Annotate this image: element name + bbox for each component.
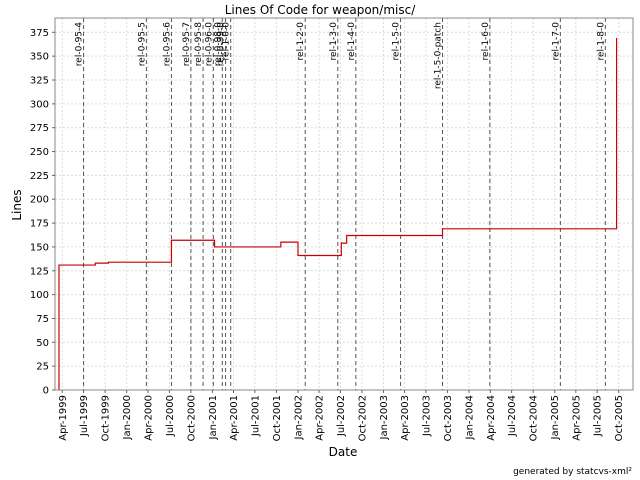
credit-text: generated by statcvs-xml² — [513, 467, 632, 477]
y-tick-label: 300 — [30, 99, 49, 110]
release-label: rel-0-98-0 — [213, 22, 223, 66]
release-label: rel-1-0-0 — [222, 22, 232, 61]
x-tick-label: Jan-2005 — [550, 395, 561, 440]
x-tick-label: Apr-2000 — [144, 395, 155, 441]
y-axis-ticks: 0 25 50 75 100 125 150 175 200 225 250 275 300 325 350… — [30, 28, 55, 397]
x-tick-label: Oct-1999 — [101, 395, 112, 441]
x-tick-label: Oct-2000 — [186, 395, 197, 441]
release-label: rel-1-7-0 — [551, 22, 561, 61]
x-tick-label: Oct-2005 — [614, 395, 625, 441]
release-label: rel-1-6-0 — [481, 22, 491, 61]
release-label: rel-0-95-5 — [137, 22, 147, 66]
y-tick-label: 50 — [36, 338, 49, 349]
y-axis-title: Lines — [10, 189, 24, 220]
x-tick-label: Apr-2004 — [486, 395, 497, 441]
x-tick-label: Oct-2001 — [272, 395, 283, 441]
release-label: rel-0-96-0 — [204, 22, 214, 66]
x-tick-label: Jul-2002 — [336, 395, 347, 437]
x-tick-label: Oct-2002 — [357, 395, 368, 441]
x-tick-label: Jan-2001 — [208, 395, 219, 440]
y-tick-label: 225 — [30, 171, 49, 182]
x-tick-label: Oct-2004 — [529, 395, 540, 441]
release-label: rel-1-2-0 — [296, 22, 306, 61]
x-tick-label: Jul-2003 — [421, 395, 432, 437]
y-tick-label: 75 — [36, 314, 49, 325]
release-label: rel-1-5-0 — [392, 22, 402, 61]
x-axis-ticks: Apr-1999 Jul-1999 Oct-1999 Jan-2000 Apr-2000… — [58, 390, 625, 441]
y-tick-label: 150 — [30, 242, 49, 253]
x-tick-label: Jul-2004 — [507, 395, 518, 437]
release-label: rel-1-4-0 — [347, 22, 357, 61]
x-tick-label: Jan-2004 — [464, 395, 475, 440]
x-tick-label: Apr-2003 — [400, 395, 411, 441]
y-tick-label: 100 — [30, 290, 49, 301]
y-tick-label: 125 — [30, 266, 49, 277]
x-tick-label: Jan-2002 — [293, 395, 304, 440]
y-tick-label: 375 — [30, 28, 49, 39]
x-tick-label: Jan-2003 — [379, 395, 390, 440]
y-tick-label: 275 — [30, 123, 49, 134]
y-tick-label: 25 — [36, 362, 49, 373]
chart-title: Lines Of Code for weapon/misc/ — [225, 3, 416, 17]
series-line — [58, 38, 618, 390]
x-tick-label: Apr-2005 — [571, 395, 582, 441]
x-tick-label: Jul-2005 — [593, 395, 604, 437]
plot-area — [54, 17, 634, 391]
x-tick-label: Jul-1999 — [79, 395, 90, 437]
y-tick-label: 350 — [30, 52, 49, 63]
release-label: rel-0-99-0 — [217, 22, 227, 66]
y-tick-label: 325 — [30, 76, 49, 87]
release-markers: rel-0-95-4 rel-0-95-5 rel-0-95-6 rel-0-95-7… — [75, 18, 606, 390]
release-label: rel-0-95-7 — [182, 22, 192, 66]
y-tick-label: 0 — [43, 386, 49, 397]
series-group — [58, 38, 618, 390]
x-axis-title: Date — [329, 445, 358, 459]
x-tick-label: Jul-2000 — [165, 395, 176, 437]
y-tick-label: 250 — [30, 147, 49, 158]
release-label: rel-1-8-0 — [596, 22, 606, 61]
release-label: rel-0-95-6 — [162, 22, 172, 66]
x-tick-label: Apr-1999 — [58, 395, 69, 441]
release-label: rel-0-95-8 — [194, 22, 204, 66]
x-tick-label: Apr-2002 — [315, 395, 326, 441]
y-tick-label: 175 — [30, 219, 49, 230]
release-label: rel-0-95-4 — [75, 22, 85, 66]
release-label: rel-1-5-0-patch — [434, 22, 444, 89]
x-tick-label: Jul-2001 — [250, 395, 261, 437]
grid-lines — [55, 18, 633, 391]
x-tick-label: Oct-2003 — [443, 395, 454, 441]
release-label: rel-1-3-0 — [329, 22, 339, 61]
x-tick-label: Jan-2000 — [122, 395, 133, 440]
y-tick-label: 200 — [30, 195, 49, 206]
x-tick-label: Apr-2001 — [229, 395, 240, 441]
